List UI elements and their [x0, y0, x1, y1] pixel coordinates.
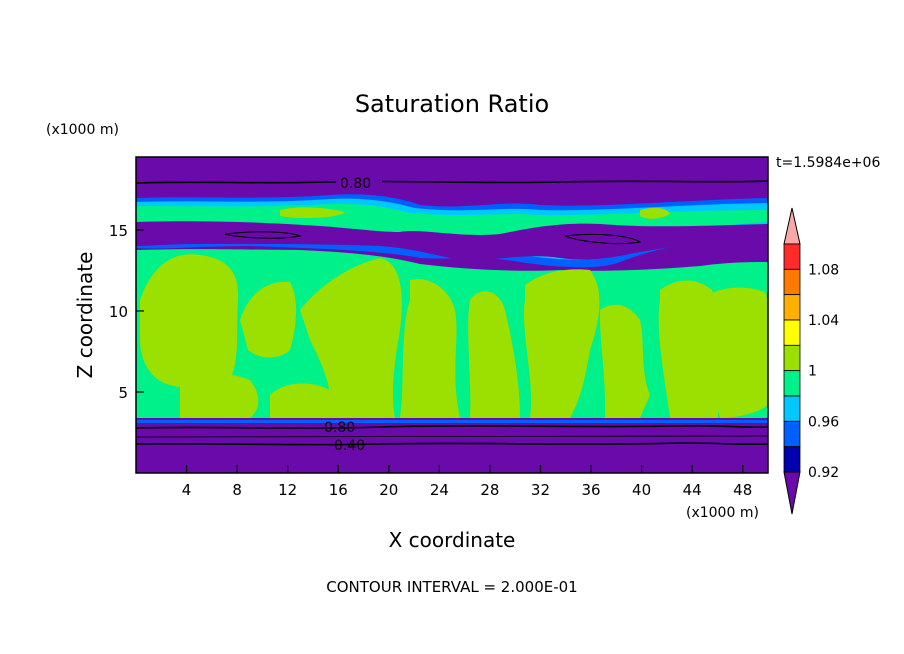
colorbar-label: 1.04 — [808, 313, 839, 329]
colorbar-segment — [783, 370, 801, 397]
contour-label-bottom: 0.40 — [334, 438, 365, 454]
colorbar-segment — [783, 243, 801, 270]
x-tick-label: 44 — [683, 481, 702, 499]
x-tick-label: 36 — [581, 481, 600, 499]
lower-blue-edge — [136, 420, 768, 423]
plot-area: 0.80 0.80 0.40 — [135, 156, 769, 474]
y-tick-label: 10 — [109, 303, 128, 321]
lime-regions — [140, 207, 768, 418]
x-tick-label: 16 — [329, 481, 348, 499]
x-tick-label: 24 — [430, 481, 449, 499]
y-tick-label: 5 — [118, 384, 128, 402]
contour-label-bg-top — [336, 174, 382, 190]
contour-interval-note: CONTOUR INTERVAL = 2.000E-01 — [326, 578, 577, 596]
colorbar-segment — [783, 446, 801, 473]
colorbar-segment — [783, 319, 801, 346]
y-tick-label: 15 — [109, 222, 128, 240]
x-tick-label: 40 — [632, 481, 651, 499]
x-axis-title: X coordinate — [389, 528, 516, 552]
x-axis: 4 8 12 16 20 24 28 32 36 40 44 48 — [182, 465, 752, 499]
purple-layer — [136, 221, 768, 261]
plot-frame — [135, 156, 769, 474]
x-tick-label: 28 — [480, 481, 499, 499]
time-label: t=1.5984e+06 — [776, 155, 880, 171]
x-unit-label: (x1000 m) — [686, 505, 759, 521]
colorbar-segment — [783, 420, 801, 448]
colorbar-label: 1 — [808, 364, 817, 380]
colorbar-segment — [783, 294, 801, 321]
contour-label-mid: 0.80 — [324, 420, 355, 436]
y-unit-label: (x1000 m) — [46, 122, 119, 138]
x-tick-label: 4 — [182, 481, 192, 499]
colorbar-bottom-arrow — [783, 471, 801, 515]
colorbar-segment — [783, 344, 801, 372]
chart-title: Saturation Ratio — [355, 90, 549, 118]
y-axis: 5 10 15 — [109, 222, 144, 402]
colorbar: 1.08 1.04 1 0.96 0.92 — [783, 207, 839, 515]
x-tick-label: 48 — [733, 481, 752, 499]
colorbar-top-arrow — [783, 207, 801, 245]
x-tick-label: 32 — [531, 481, 550, 499]
colorbar-segment — [783, 268, 801, 296]
colorbar-label: 0.96 — [808, 414, 839, 430]
x-tick-label: 8 — [232, 481, 242, 499]
colorbar-label: 1.08 — [808, 262, 839, 278]
colorbar-label: 0.92 — [808, 465, 839, 481]
contour-label-top: 0.80 — [340, 176, 371, 192]
contour-lines — [136, 180, 768, 446]
x-tick-label: 12 — [278, 481, 297, 499]
colorbar-segment — [783, 395, 801, 422]
x-tick-label: 20 — [379, 481, 398, 499]
y-axis-title: Z coordinate — [73, 252, 97, 379]
